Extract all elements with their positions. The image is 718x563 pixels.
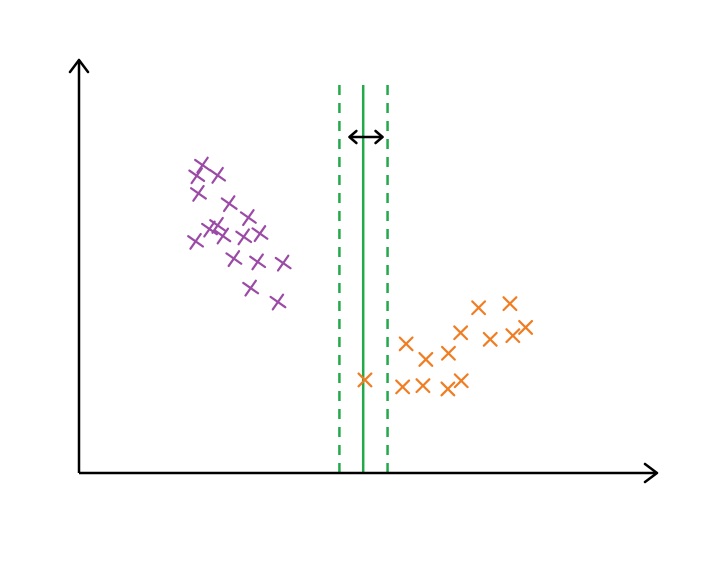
axes (68, 58, 659, 484)
class-b-point (440, 381, 456, 397)
class-a-point (188, 167, 206, 185)
class-b-point (453, 325, 469, 341)
class-a-point (249, 253, 267, 271)
class-a-point (214, 227, 232, 245)
class-a-point (194, 156, 212, 174)
x-axis-arrowhead (643, 462, 659, 484)
class-a-point (242, 279, 260, 297)
class-b-points (357, 296, 534, 397)
class-a-point (220, 195, 238, 213)
class-a-point (209, 166, 227, 184)
class-a-point (239, 209, 257, 227)
class-b-point (502, 296, 518, 312)
class-b-point (440, 345, 456, 361)
class-b-point (415, 378, 431, 394)
class-b-point (395, 379, 411, 395)
class-a-point (187, 232, 205, 250)
class-a-points (187, 156, 292, 311)
class-b-point (418, 351, 434, 367)
class-a-point (225, 250, 243, 268)
class-b-point (505, 328, 521, 344)
margin-width-arrow (348, 129, 384, 145)
class-a-point (201, 220, 218, 238)
class-b-point (398, 336, 414, 352)
class-a-point (274, 254, 292, 272)
class-b-point (453, 373, 469, 389)
class-b-point (357, 372, 373, 388)
class-b-point (471, 300, 487, 316)
margin-arrow-head-left (348, 129, 358, 145)
class-a-point (269, 293, 287, 311)
class-a-point (235, 228, 253, 246)
class-b-point (482, 331, 498, 347)
class-a-point (190, 184, 207, 202)
y-axis-arrowhead (68, 58, 90, 74)
class-a-point (251, 225, 269, 243)
class-a-point (209, 216, 227, 234)
margin-arrow-head-right (374, 129, 384, 145)
class-b-point (518, 319, 534, 335)
